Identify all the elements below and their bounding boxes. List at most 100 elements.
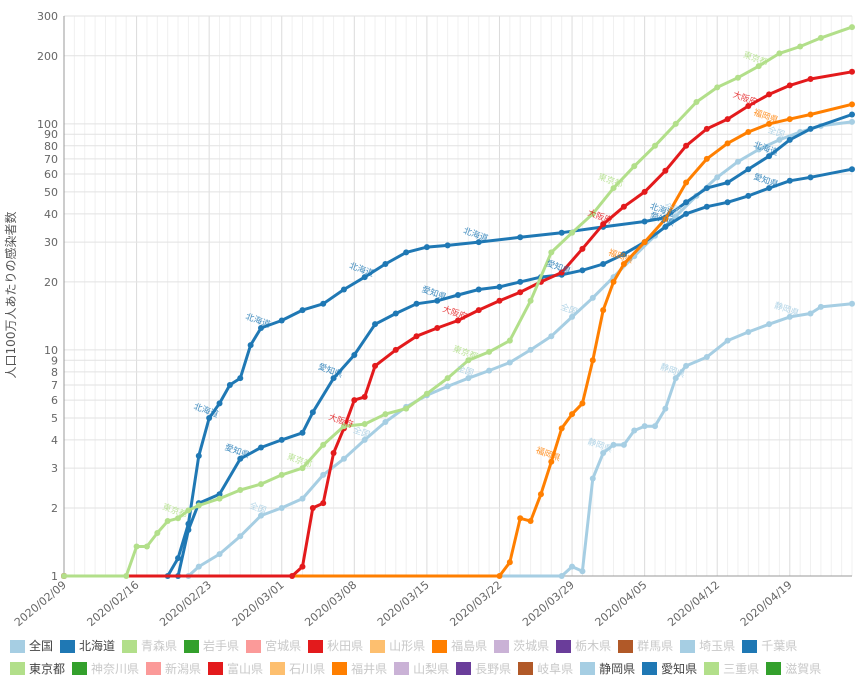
y-tick-label: 1: [51, 570, 58, 583]
data-point: [486, 367, 493, 374]
data-point: [320, 441, 327, 448]
legend-label: 岩手県: [203, 639, 240, 653]
data-point: [797, 43, 804, 50]
data-point: [372, 362, 379, 369]
data-point: [849, 24, 855, 31]
legend-item[interactable]: 滋賀県: [766, 659, 821, 679]
legend-swatch: [308, 639, 324, 653]
legend-item[interactable]: 山梨県: [394, 659, 449, 679]
data-point: [610, 278, 617, 285]
series-line: [62, 70, 854, 578]
data-point: [652, 423, 658, 430]
data-point: [299, 307, 306, 314]
data-point: [351, 351, 358, 358]
legend-item[interactable]: 長野県: [456, 659, 511, 679]
data-point: [776, 50, 783, 57]
legend-item[interactable]: 北海道: [60, 636, 115, 656]
data-point: [745, 129, 752, 136]
legend-label: 宮城県: [265, 639, 302, 653]
legend-item[interactable]: 埼玉県: [680, 636, 735, 656]
data-point: [517, 515, 524, 522]
legend-item[interactable]: 神奈川県: [72, 659, 139, 679]
data-point: [299, 495, 306, 502]
data-point: [745, 166, 752, 173]
legend-swatch: [680, 639, 696, 653]
data-point: [278, 504, 285, 511]
data-point: [849, 68, 855, 75]
legend-item[interactable]: 茨城県: [494, 636, 549, 656]
data-point: [340, 423, 347, 430]
data-point: [662, 223, 669, 230]
data-point: [745, 192, 752, 199]
data-point: [589, 210, 596, 217]
data-point: [372, 321, 379, 328]
legend-swatch: [184, 639, 200, 653]
data-point: [703, 203, 710, 210]
x-tick-label: 2020/02/23: [157, 578, 214, 629]
series-inline-label: 全国: [766, 124, 786, 140]
legend-item[interactable]: 新潟県: [146, 659, 201, 679]
data-point: [558, 229, 565, 236]
data-point: [620, 441, 627, 448]
legend-item[interactable]: 青森県: [122, 636, 177, 656]
data-point: [185, 507, 192, 514]
data-point: [849, 101, 855, 108]
legend-swatch: [10, 639, 25, 653]
data-point: [258, 512, 264, 519]
legend-item[interactable]: 福井県: [332, 659, 387, 679]
data-point: [766, 321, 773, 328]
legend-item[interactable]: 山形県: [370, 636, 425, 656]
legend-item[interactable]: 岐阜県: [518, 659, 573, 679]
legend-item[interactable]: 宮城県: [246, 636, 301, 656]
legend-item[interactable]: 栃木県: [556, 636, 611, 656]
data-point: [683, 142, 690, 149]
data-point: [278, 471, 285, 478]
data-point: [807, 310, 814, 317]
data-point: [537, 491, 544, 498]
data-point: [807, 125, 814, 132]
data-point: [330, 375, 337, 382]
data-point: [475, 307, 482, 314]
data-point: [849, 166, 855, 173]
y-tick-label: 200: [37, 50, 58, 63]
data-point: [548, 249, 555, 256]
data-point: [423, 390, 430, 397]
legend-item[interactable]: 東京都: [10, 659, 65, 679]
data-point: [662, 405, 669, 412]
data-point: [849, 118, 855, 125]
data-point: [589, 294, 596, 301]
x-tick-label: 2020/02/16: [85, 578, 142, 629]
legend-item[interactable]: 千葉県: [742, 636, 797, 656]
legend-label: 秋田県: [327, 639, 364, 653]
data-point: [569, 411, 576, 418]
legend-item[interactable]: 三重県: [704, 659, 759, 679]
data-point: [299, 465, 306, 472]
legend-item[interactable]: 石川県: [270, 659, 325, 679]
data-point: [185, 520, 192, 527]
y-tick-label: 3: [51, 462, 58, 475]
legend-item[interactable]: 群馬県: [618, 636, 673, 656]
series-inline-label: 全国: [455, 363, 475, 379]
data-point: [455, 317, 461, 324]
data-point: [548, 333, 555, 340]
legend-item[interactable]: 秋田県: [308, 636, 363, 656]
data-point: [620, 260, 627, 267]
data-point: [361, 421, 368, 428]
legend-item[interactable]: 静岡県: [580, 659, 635, 679]
legend-item[interactable]: 岩手県: [184, 636, 239, 656]
legend-item[interactable]: 福島県: [432, 636, 487, 656]
legend-label: 三重県: [723, 661, 760, 676]
legend-item[interactable]: 全国: [10, 636, 53, 656]
y-tick-label: 20: [44, 276, 58, 289]
legend-item[interactable]: 愛知県: [642, 659, 697, 679]
data-point: [175, 515, 182, 522]
data-point: [330, 450, 337, 457]
data-point: [309, 409, 316, 416]
legend-swatch: [456, 662, 472, 675]
legend-item[interactable]: 富山県: [208, 659, 263, 679]
legend-label: 愛知県: [661, 661, 698, 676]
data-point: [693, 98, 700, 105]
data-point: [506, 337, 513, 344]
data-point: [258, 481, 264, 488]
series-inline-label: 全国: [248, 500, 268, 516]
